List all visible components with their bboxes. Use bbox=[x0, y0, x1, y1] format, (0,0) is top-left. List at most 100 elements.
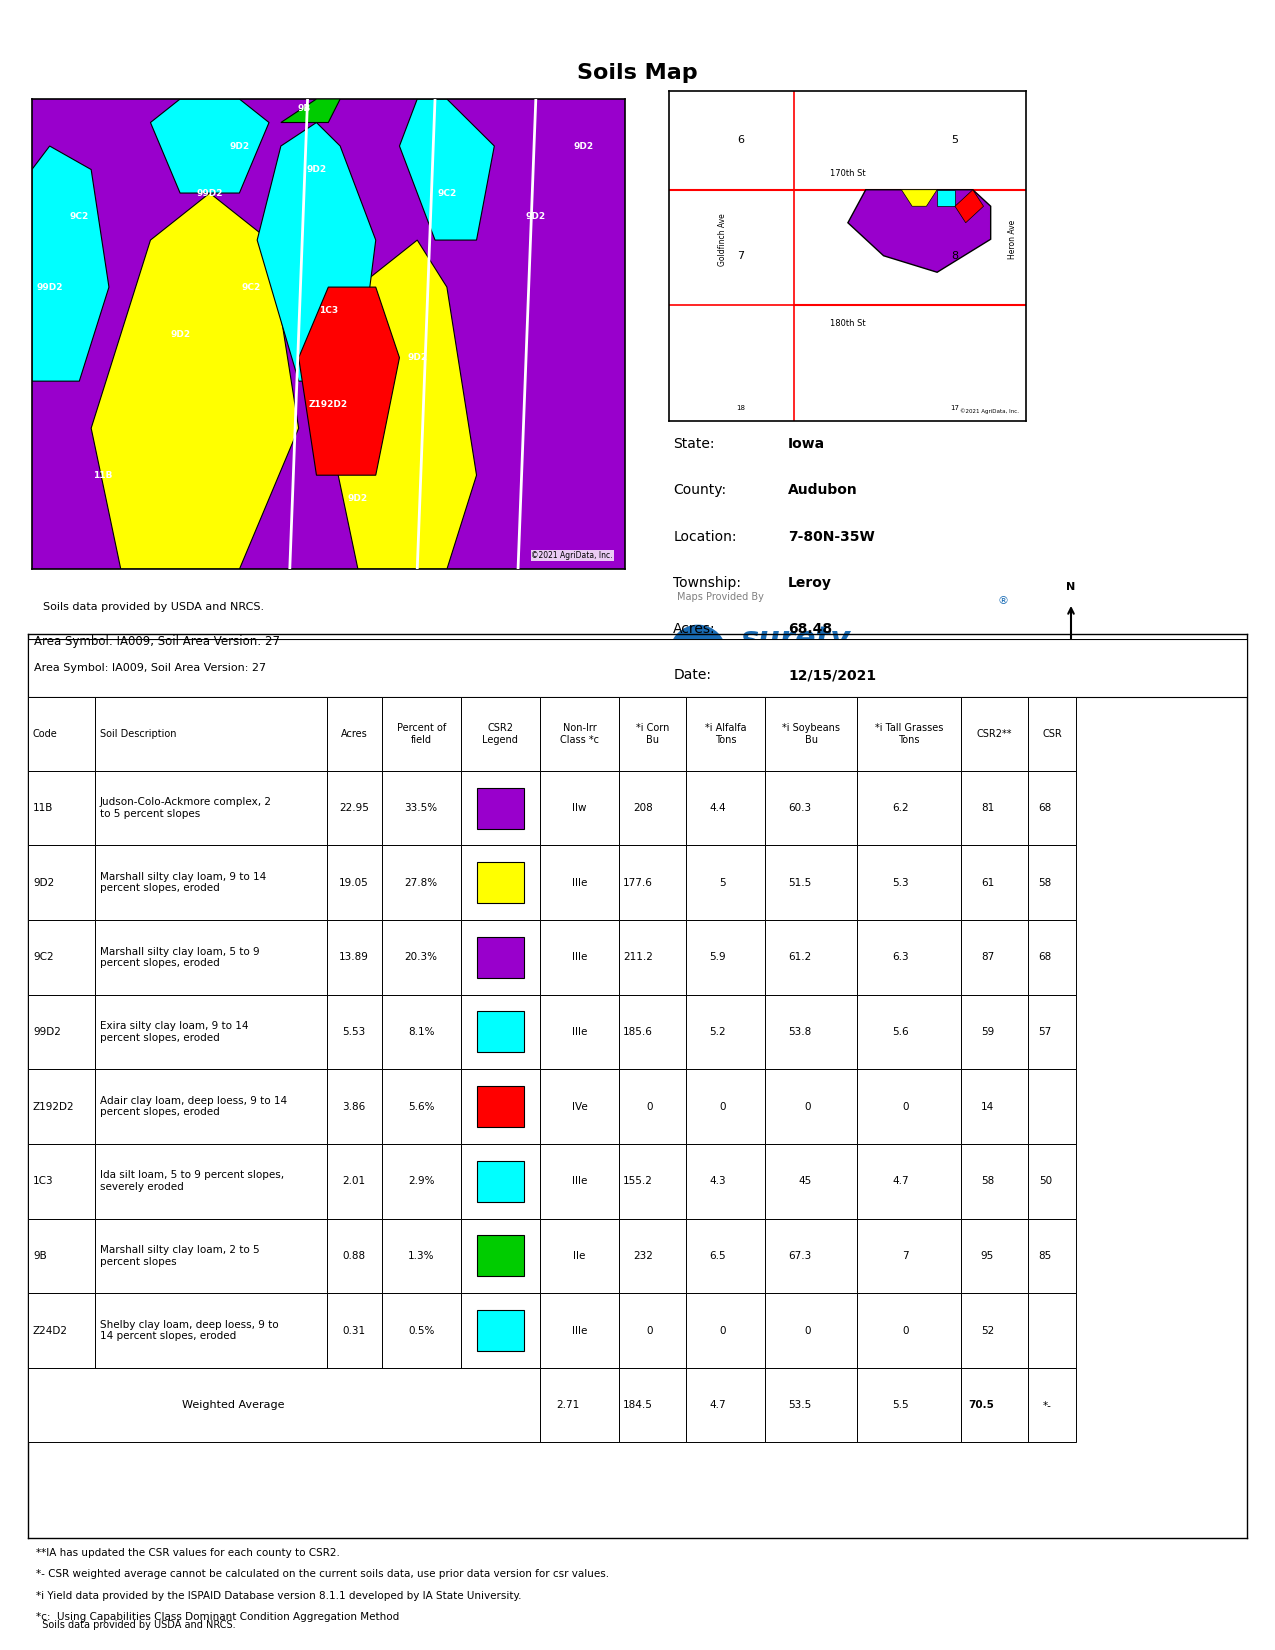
Text: 59: 59 bbox=[980, 1026, 994, 1036]
FancyBboxPatch shape bbox=[857, 1143, 960, 1219]
Text: 87: 87 bbox=[980, 952, 994, 962]
Text: *i Yield data provided by the ISPAID Database version 8.1.1 developed by IA Stat: *i Yield data provided by the ISPAID Dat… bbox=[36, 1591, 521, 1600]
Text: 85: 85 bbox=[1039, 1251, 1052, 1261]
Text: 60.3: 60.3 bbox=[788, 804, 811, 813]
FancyBboxPatch shape bbox=[460, 995, 541, 1069]
Polygon shape bbox=[955, 190, 983, 223]
Text: 5.2: 5.2 bbox=[709, 1026, 725, 1036]
Text: 99D2: 99D2 bbox=[33, 1026, 61, 1036]
Text: 4.4: 4.4 bbox=[709, 804, 725, 813]
FancyBboxPatch shape bbox=[460, 1069, 541, 1143]
Text: 8: 8 bbox=[951, 251, 959, 261]
Text: 155.2: 155.2 bbox=[623, 1176, 653, 1186]
Text: 12/15/2021: 12/15/2021 bbox=[788, 668, 876, 681]
FancyBboxPatch shape bbox=[477, 1310, 524, 1351]
FancyBboxPatch shape bbox=[96, 921, 326, 995]
FancyBboxPatch shape bbox=[96, 1143, 326, 1219]
FancyBboxPatch shape bbox=[460, 921, 541, 995]
Text: 18: 18 bbox=[736, 404, 746, 411]
FancyBboxPatch shape bbox=[765, 1219, 857, 1294]
Polygon shape bbox=[901, 190, 937, 206]
Text: 5: 5 bbox=[719, 878, 725, 888]
FancyBboxPatch shape bbox=[541, 921, 620, 995]
Text: 0: 0 bbox=[805, 1102, 811, 1112]
Text: 170th St: 170th St bbox=[830, 170, 866, 178]
FancyBboxPatch shape bbox=[857, 696, 960, 771]
FancyBboxPatch shape bbox=[960, 771, 1028, 845]
Text: 177.6: 177.6 bbox=[623, 878, 653, 888]
Text: 0: 0 bbox=[903, 1102, 909, 1112]
FancyBboxPatch shape bbox=[96, 845, 326, 921]
FancyBboxPatch shape bbox=[28, 921, 96, 995]
Text: **IA has updated the CSR values for each county to CSR2.: **IA has updated the CSR values for each… bbox=[36, 1548, 339, 1558]
Text: 7: 7 bbox=[737, 251, 745, 261]
Text: Marshall silty clay loam, 9 to 14
percent slopes, eroded: Marshall silty clay loam, 9 to 14 percen… bbox=[99, 871, 266, 894]
Text: IIIe: IIIe bbox=[572, 1026, 588, 1036]
FancyBboxPatch shape bbox=[381, 995, 460, 1069]
FancyBboxPatch shape bbox=[765, 696, 857, 771]
FancyBboxPatch shape bbox=[541, 1143, 620, 1219]
Text: 9C2: 9C2 bbox=[33, 952, 54, 962]
FancyBboxPatch shape bbox=[326, 995, 381, 1069]
Text: 53.5: 53.5 bbox=[788, 1401, 811, 1411]
Text: 8.1%: 8.1% bbox=[408, 1026, 435, 1036]
FancyBboxPatch shape bbox=[28, 995, 96, 1069]
Text: 68: 68 bbox=[1039, 952, 1052, 962]
FancyBboxPatch shape bbox=[477, 1011, 524, 1053]
Text: 9D2: 9D2 bbox=[306, 165, 326, 173]
FancyBboxPatch shape bbox=[960, 1294, 1028, 1368]
Text: 5.6: 5.6 bbox=[892, 1026, 909, 1036]
FancyBboxPatch shape bbox=[28, 1143, 96, 1219]
Text: 14: 14 bbox=[980, 1102, 994, 1112]
Text: *i Tall Grasses
Tons: *i Tall Grasses Tons bbox=[875, 723, 944, 744]
FancyBboxPatch shape bbox=[960, 845, 1028, 921]
Text: 0: 0 bbox=[646, 1325, 653, 1335]
FancyBboxPatch shape bbox=[857, 1219, 960, 1294]
Text: State:: State: bbox=[673, 437, 715, 450]
FancyBboxPatch shape bbox=[960, 1368, 1028, 1442]
Text: 9D2: 9D2 bbox=[525, 213, 546, 221]
Text: IIe: IIe bbox=[574, 1251, 585, 1261]
FancyBboxPatch shape bbox=[620, 1219, 686, 1294]
FancyBboxPatch shape bbox=[28, 1294, 96, 1368]
FancyBboxPatch shape bbox=[857, 995, 960, 1069]
FancyBboxPatch shape bbox=[96, 1219, 326, 1294]
Text: 0: 0 bbox=[719, 1325, 725, 1335]
Text: Date:: Date: bbox=[673, 668, 711, 681]
Text: 1C3: 1C3 bbox=[33, 1176, 54, 1186]
Text: 9D2: 9D2 bbox=[574, 142, 593, 150]
FancyBboxPatch shape bbox=[765, 1368, 857, 1442]
Text: CUSTOMIZED ONLINE MAPPING: CUSTOMIZED ONLINE MAPPING bbox=[741, 685, 900, 693]
FancyBboxPatch shape bbox=[381, 845, 460, 921]
Text: 6.5: 6.5 bbox=[709, 1251, 725, 1261]
Text: Township:: Township: bbox=[673, 576, 741, 589]
Text: 0: 0 bbox=[903, 1325, 909, 1335]
Text: 53.8: 53.8 bbox=[788, 1026, 811, 1036]
Text: Non-Irr
Class *c: Non-Irr Class *c bbox=[560, 723, 599, 744]
Text: 180th St: 180th St bbox=[830, 320, 866, 328]
FancyBboxPatch shape bbox=[960, 995, 1028, 1069]
FancyBboxPatch shape bbox=[541, 995, 620, 1069]
FancyBboxPatch shape bbox=[1028, 696, 1076, 771]
FancyBboxPatch shape bbox=[765, 995, 857, 1069]
Text: 232: 232 bbox=[632, 1251, 653, 1261]
Text: 58: 58 bbox=[980, 1176, 994, 1186]
Text: 0: 0 bbox=[805, 1325, 811, 1335]
Circle shape bbox=[669, 625, 727, 685]
FancyBboxPatch shape bbox=[1028, 1219, 1076, 1294]
FancyBboxPatch shape bbox=[326, 1219, 381, 1294]
Text: Soils data provided by USDA and NRCS.: Soils data provided by USDA and NRCS. bbox=[36, 602, 264, 612]
Text: 61.2: 61.2 bbox=[788, 952, 811, 962]
Text: 6: 6 bbox=[737, 135, 745, 145]
Text: Z24D2: Z24D2 bbox=[33, 1325, 68, 1335]
FancyBboxPatch shape bbox=[28, 639, 1247, 696]
Text: Soils Map: Soils Map bbox=[578, 63, 697, 82]
Text: 6.2: 6.2 bbox=[892, 804, 909, 813]
Text: Ida silt loam, 5 to 9 percent slopes,
severely eroded: Ida silt loam, 5 to 9 percent slopes, se… bbox=[99, 1170, 284, 1191]
FancyBboxPatch shape bbox=[381, 696, 460, 771]
FancyBboxPatch shape bbox=[96, 995, 326, 1069]
Text: W: W bbox=[1026, 650, 1038, 660]
Text: 9C2: 9C2 bbox=[437, 188, 456, 198]
FancyBboxPatch shape bbox=[620, 1294, 686, 1368]
FancyBboxPatch shape bbox=[1028, 921, 1076, 995]
